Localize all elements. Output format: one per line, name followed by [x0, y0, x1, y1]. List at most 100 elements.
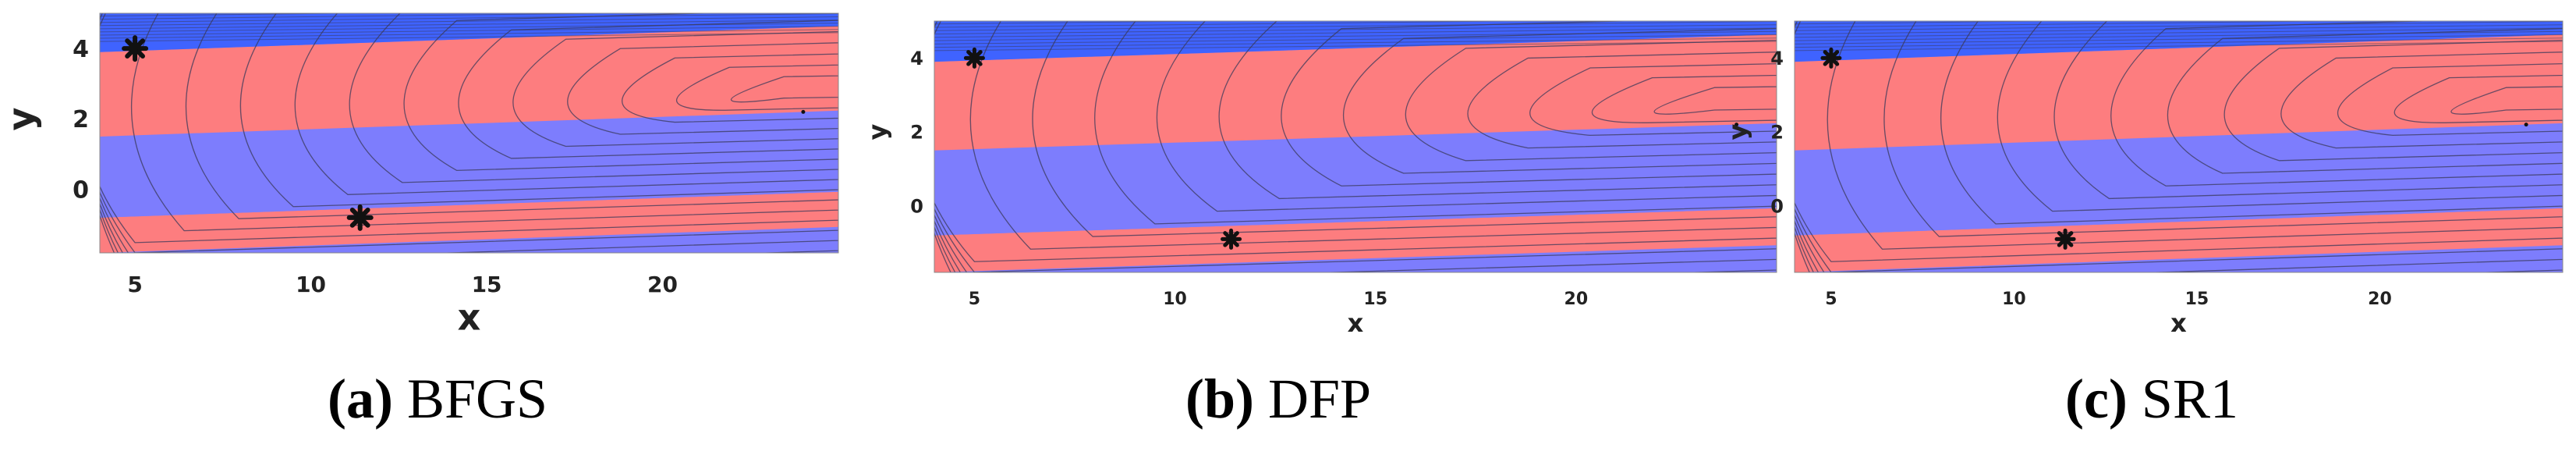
x-tick-label: 15	[2185, 290, 2209, 309]
contour-line	[1795, 24, 2563, 35]
x-axis-label: x	[458, 297, 481, 339]
y-tick-label: 4	[910, 48, 923, 69]
contour-line	[1795, 37, 2563, 48]
chart-c: 5 10 15 20 0 2 4 x y	[1723, 20, 2564, 338]
contour-line	[934, 34, 1777, 44]
contour-line	[2053, 21, 2563, 200]
contour-line	[2280, 52, 2563, 149]
start-point-marker	[1820, 47, 1842, 69]
x-tick-label: 20	[2368, 290, 2392, 309]
contour-line	[1795, 41, 2563, 52]
caption-a: (a) BFGS	[328, 367, 547, 432]
start-point-marker	[1221, 228, 1242, 250]
contour-line	[567, 42, 838, 135]
contour-line	[185, 13, 838, 219]
plot-area	[934, 21, 1777, 272]
contour-line	[100, 23, 838, 33]
caption-c-letter: (c)	[2065, 368, 2128, 430]
minimum-point	[2524, 123, 2528, 127]
x-tick-label: 10	[1163, 290, 1187, 309]
caption-b-letter: (b)	[1185, 368, 1254, 430]
contour-line	[100, 13, 838, 253]
y-tick-label: 0	[910, 195, 923, 217]
y-tick-label: 2	[1770, 122, 1784, 144]
contour-line	[1591, 74, 1777, 123]
contour-line	[934, 21, 937, 22]
contour-line	[100, 32, 838, 42]
contour-line	[100, 13, 838, 23]
contour-line	[934, 21, 1777, 31]
plot-frame	[1794, 20, 2564, 273]
contour-line	[100, 13, 838, 253]
plot-area	[1795, 21, 2563, 272]
start-point-marker	[2054, 228, 2076, 250]
region-band-blue	[1795, 123, 2563, 236]
y-axis-label: y	[1723, 123, 1752, 140]
contour-line	[934, 219, 1777, 272]
contour-line	[2223, 40, 2563, 162]
contour-line	[100, 13, 369, 17]
caption-c-method: SR1	[2141, 368, 2238, 430]
contour-line	[1795, 21, 1797, 22]
minimum-point	[801, 109, 806, 114]
contour-line	[458, 20, 838, 159]
contour-line	[1795, 225, 1815, 272]
contour-line	[934, 21, 1777, 272]
contour-line	[1094, 21, 1777, 225]
contour-line	[1467, 52, 1777, 149]
x-tick-label: 20	[647, 272, 678, 297]
x-tick-label: 10	[296, 272, 326, 297]
contour-line	[100, 13, 635, 20]
start-point-marker	[122, 35, 149, 62]
x-axis-label: x	[2170, 308, 2187, 338]
contour-line	[1795, 34, 2563, 44]
caption-a-method: BFGS	[406, 368, 548, 430]
panel-b: 5 10 15 20 0 2 4 x y (b) DFP	[858, 0, 1777, 455]
contour-line	[934, 27, 1777, 38]
contour-line	[934, 21, 1240, 25]
y-axis-label: y	[0, 107, 42, 130]
y-tick-label: 0	[1770, 195, 1784, 217]
contour-line	[403, 13, 838, 172]
contour-line	[2394, 74, 2563, 123]
contour-line	[934, 41, 1777, 52]
contour-line	[934, 37, 1777, 48]
caption-b: (b) DFP	[1185, 367, 1371, 432]
contour-line	[1795, 21, 2073, 25]
y-tick-label: 0	[73, 177, 89, 204]
region-band-red	[1795, 34, 2563, 151]
contour-line	[100, 13, 104, 14]
contour-line	[934, 21, 1777, 262]
contour-line	[349, 13, 838, 183]
x-axis-label: x	[1348, 308, 1364, 338]
plot-frame	[934, 20, 1777, 273]
chart-a: 5 10 15 20 0 2 4 x y	[0, 12, 839, 339]
contour-line	[1218, 21, 1777, 200]
contour-line	[1405, 40, 1777, 162]
plot-frame	[99, 12, 839, 254]
contour-line	[1795, 21, 2563, 31]
contour-line	[1795, 30, 2563, 41]
contour-line	[1940, 21, 2563, 225]
x-tick-label: 15	[1363, 290, 1387, 309]
contour-line	[100, 29, 838, 39]
x-tick-label: 5	[127, 272, 142, 297]
region-band-blue	[100, 13, 838, 52]
contour-line	[934, 226, 956, 272]
y-axis-label: y	[863, 123, 892, 140]
contour-line	[100, 16, 838, 27]
region-band-blue	[934, 21, 1777, 62]
region-band-red	[100, 26, 838, 137]
contour-line	[130, 13, 838, 232]
minimum-point	[1734, 123, 1739, 127]
region-band-blue	[100, 110, 838, 218]
contour-line	[969, 21, 1777, 250]
contour-line	[1795, 21, 2563, 272]
x-tick-label: 15	[472, 272, 502, 297]
contour-line	[1529, 62, 1777, 137]
region-band-blue	[1795, 21, 2563, 62]
contour-line	[730, 75, 838, 103]
contour-line	[1032, 21, 1777, 237]
contour-line	[239, 13, 838, 208]
contour-line	[934, 21, 1543, 28]
